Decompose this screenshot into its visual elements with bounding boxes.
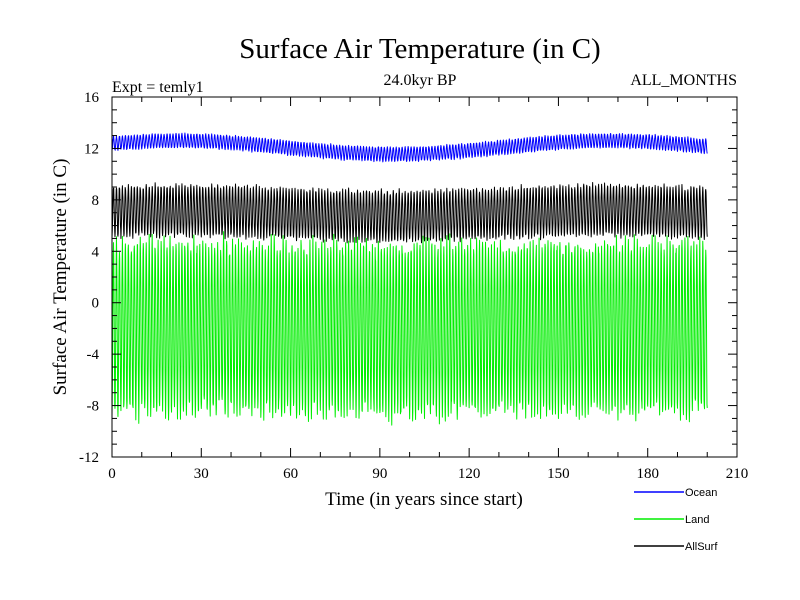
- legend-label-land: Land: [685, 514, 709, 526]
- x-tick-label: 120: [458, 466, 481, 482]
- series-layer: [111, 132, 708, 426]
- x-tick-label: 30: [194, 466, 209, 482]
- chart-subtitle: 24.0kyr BP: [384, 72, 457, 89]
- experiment-label: Expt = temly1: [112, 79, 204, 96]
- chart-title: Surface Air Temperature (in C): [239, 33, 600, 65]
- y-tick-label: 16: [84, 90, 100, 106]
- legend-label-allsurf: AllSurf: [685, 541, 718, 553]
- series-line-allsurf: [111, 182, 708, 244]
- x-tick-label: 60: [283, 466, 298, 482]
- y-tick-label: 4: [92, 244, 100, 260]
- months-label: ALL_MONTHS: [630, 72, 737, 89]
- x-tick-label: 180: [636, 466, 659, 482]
- legend: Ocean Land AllSurf: [634, 487, 718, 553]
- y-tick-label: 0: [92, 296, 100, 312]
- legend-label-ocean: Ocean: [685, 487, 717, 499]
- series-line-land: [111, 231, 708, 426]
- y-tick-label: 12: [84, 141, 99, 157]
- x-tick-label: 0: [108, 466, 116, 482]
- y-tick-label: -12: [79, 450, 99, 466]
- x-tick-label: 150: [547, 466, 570, 482]
- y-axis-label: Surface Air Temperature (in C): [50, 159, 71, 396]
- ticks-layer: 0 30 60 90 120 150 180 210 16 12 8 4 0 -4 -8 -12: [79, 90, 748, 482]
- y-tick-label: 8: [92, 193, 100, 209]
- x-tick-label: 210: [726, 466, 749, 482]
- x-axis-label: Time (in years since start): [325, 489, 523, 510]
- series-line-ocean: [111, 132, 708, 163]
- y-tick-label: -4: [87, 347, 100, 363]
- y-tick-label: -8: [87, 399, 100, 415]
- x-tick-label: 90: [372, 466, 387, 482]
